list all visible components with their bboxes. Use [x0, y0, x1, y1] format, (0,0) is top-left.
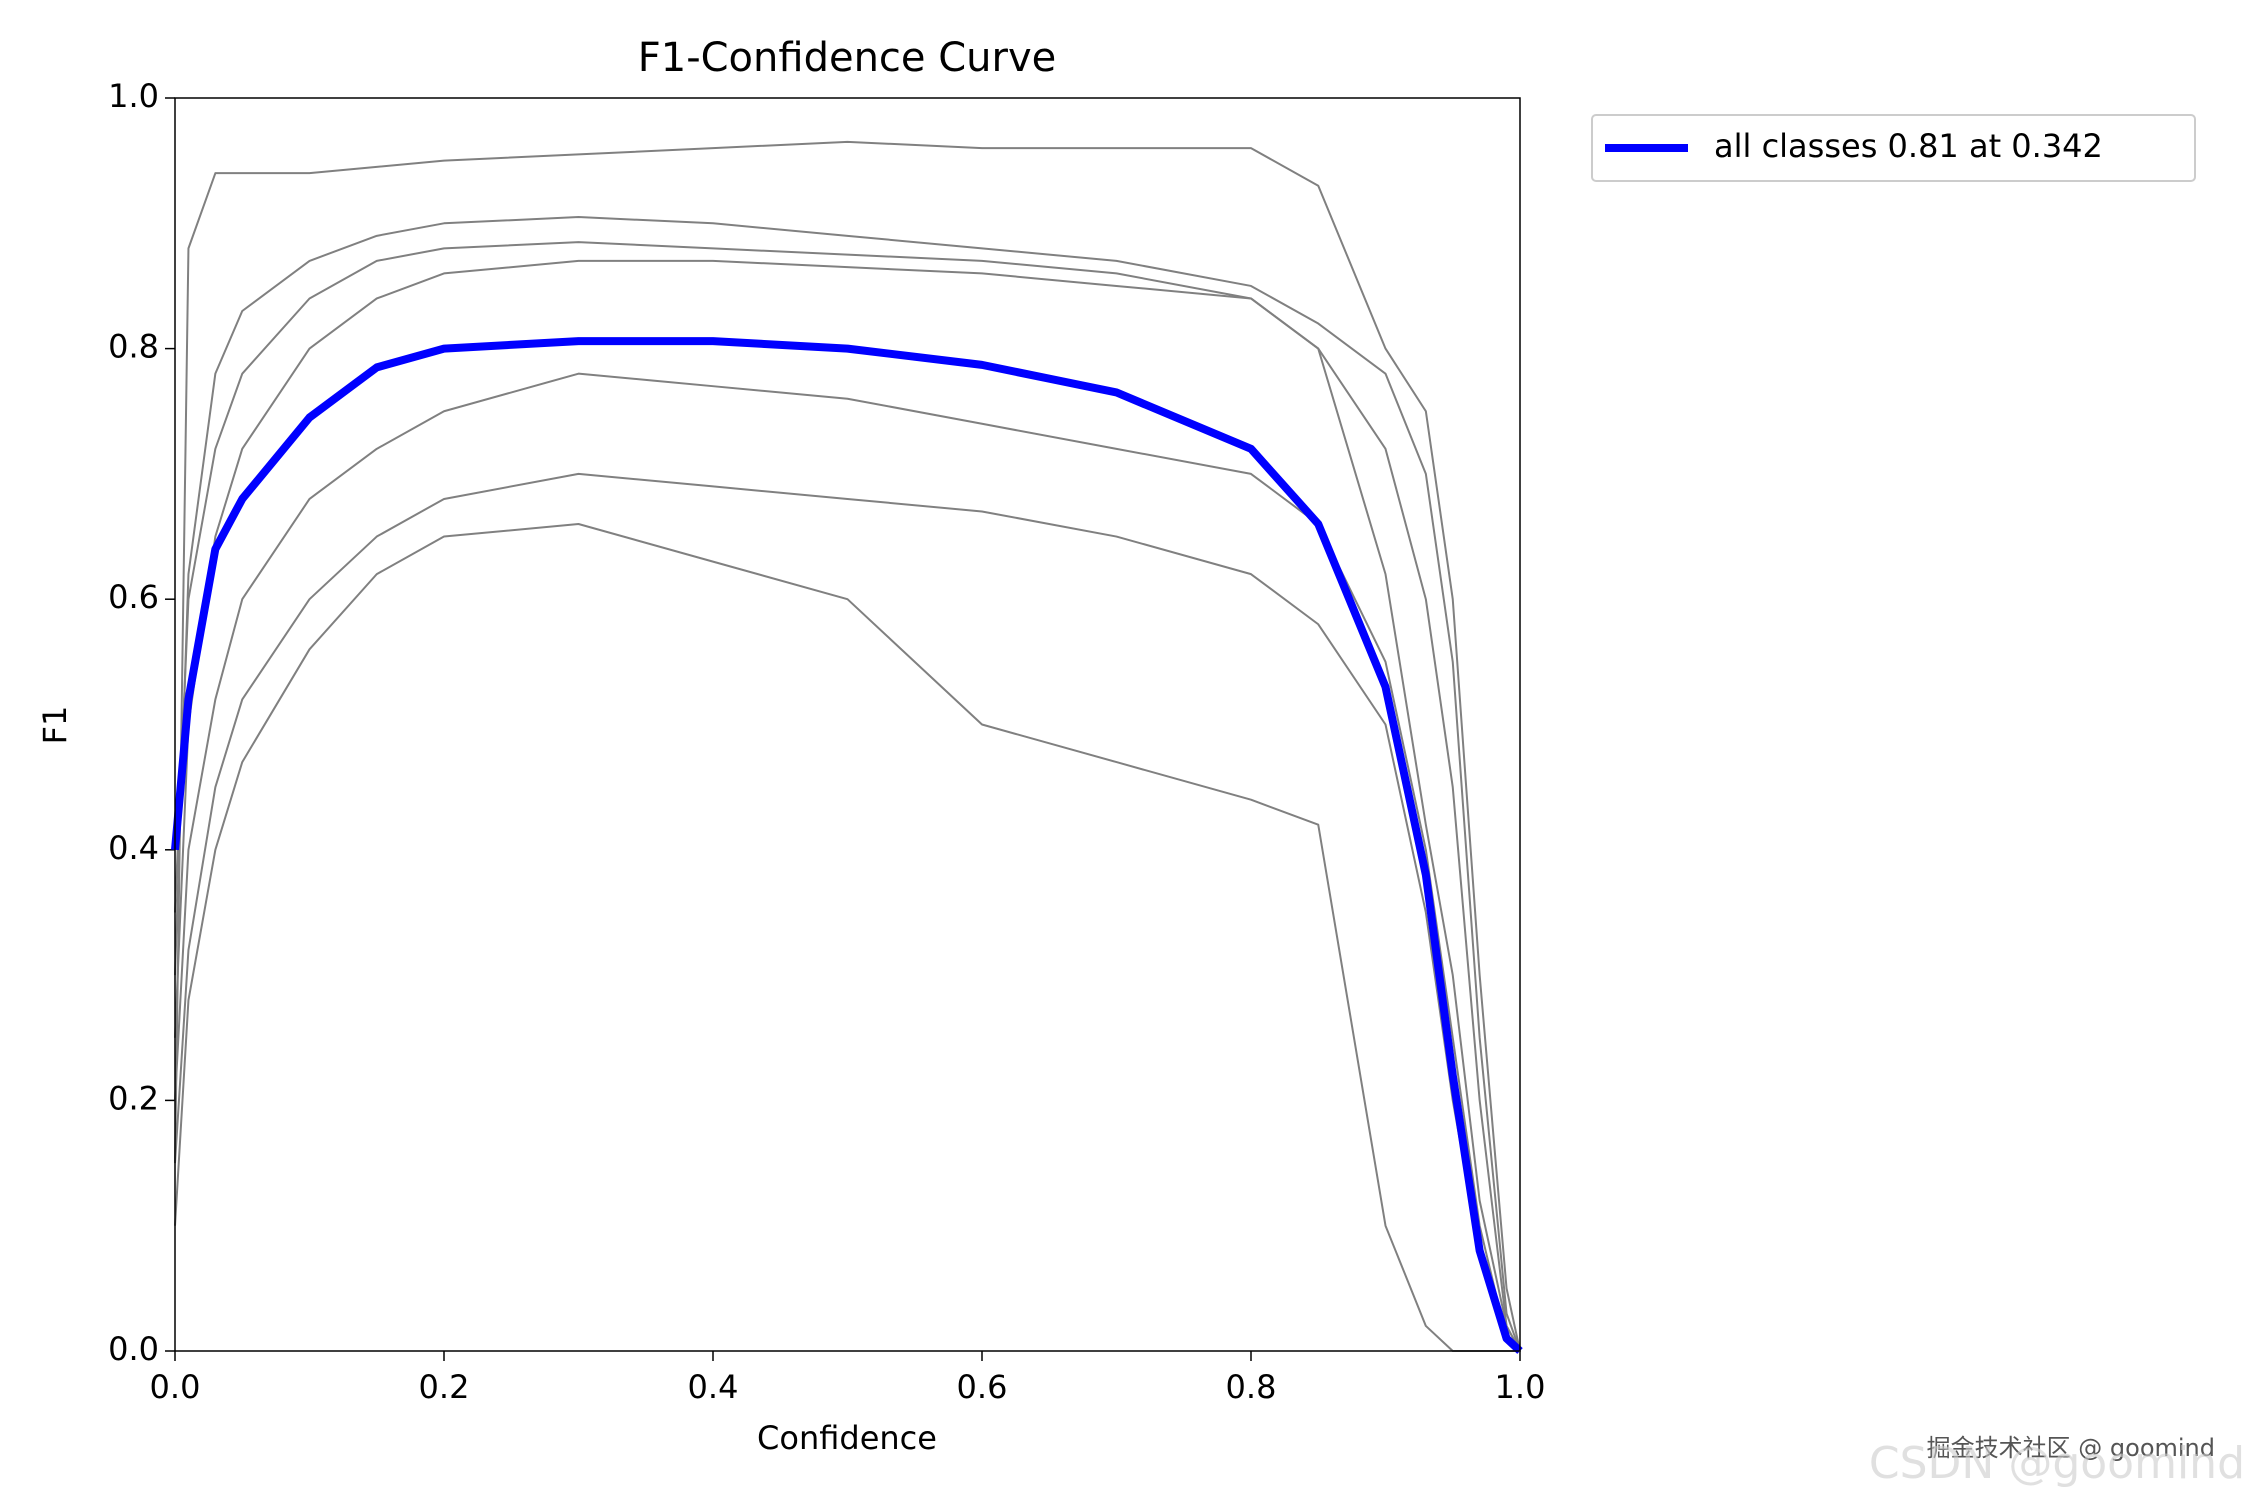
x-tick-label: 0.0 [150, 1368, 201, 1406]
series-line [171, 337, 1523, 1354]
series-line [174, 523, 1520, 1352]
legend-box [1591, 114, 2196, 182]
x-axis-label: Confidence [757, 1419, 937, 1457]
series-line [174, 241, 1521, 1352]
y-tick-label: 0.0 [108, 1330, 159, 1368]
y-tick-label: 0.8 [108, 328, 159, 366]
watermark: CSDN @goomind [1869, 1438, 2245, 1489]
x-tick-label: 0.8 [1226, 1368, 1277, 1406]
y-tick-label: 0.2 [108, 1079, 159, 1117]
series-line [174, 372, 1521, 1352]
series-line [174, 259, 1521, 1352]
chart-title: F1-Confidence Curve [638, 35, 1057, 81]
series-line [174, 472, 1521, 1352]
y-tick-label: 0.6 [108, 578, 159, 616]
legend-label: all classes 0.81 at 0.342 [1714, 127, 2103, 165]
y-tick-label: 0.4 [108, 829, 159, 867]
series-line [174, 140, 1521, 1352]
plot-frame [174, 97, 1521, 1352]
x-tick-label: 1.0 [1495, 1368, 1546, 1406]
x-tick-label: 0.2 [419, 1368, 470, 1406]
x-tick-label: 0.4 [688, 1368, 739, 1406]
x-tick-label: 0.6 [957, 1368, 1008, 1406]
watermark: 掘金技术社区 @ goomind [1927, 1434, 2215, 1462]
y-axis-label: F1 [36, 706, 74, 745]
y-tick-label: 1.0 [108, 77, 159, 115]
series-line [174, 216, 1521, 1352]
